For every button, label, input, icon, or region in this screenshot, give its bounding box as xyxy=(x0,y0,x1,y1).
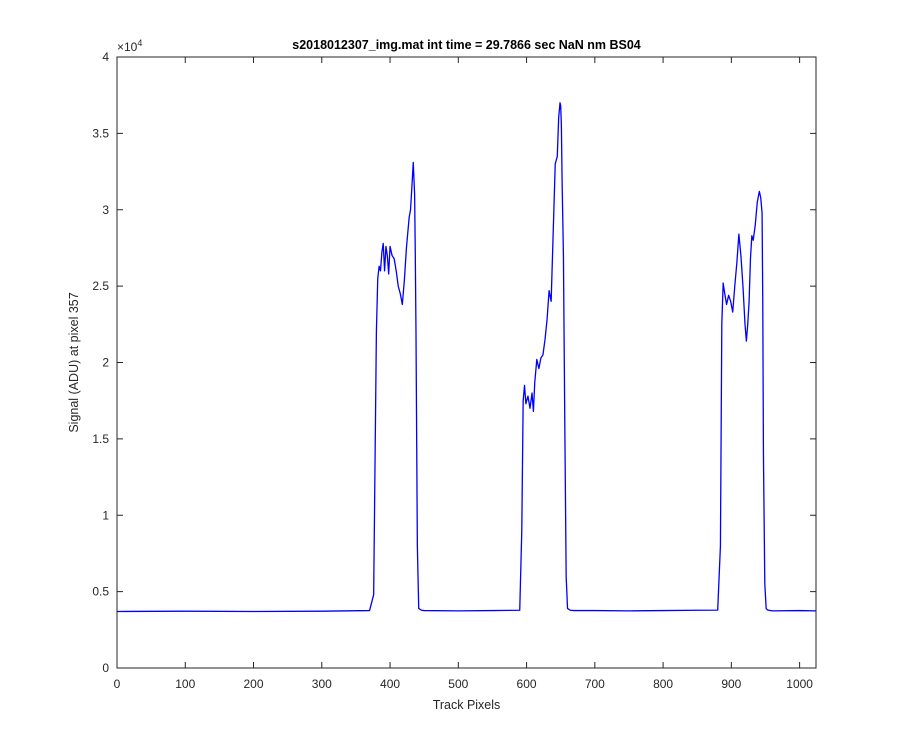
x-tick-label: 600 xyxy=(517,677,537,691)
y-tick-label: 0 xyxy=(102,661,109,675)
y-tick-label: 3.5 xyxy=(92,126,109,140)
x-tick-label: 1000 xyxy=(786,677,813,691)
chart-title: s2018012307_img.mat int time = 29.7866 s… xyxy=(292,38,641,52)
y-axis-label: Signal (ADU) at pixel 357 xyxy=(67,292,81,432)
y-tick-label: 0.5 xyxy=(92,585,109,599)
y-tick-label: 1 xyxy=(102,508,109,522)
y-axis-exponent: ×104 xyxy=(117,38,142,54)
x-tick-label: 900 xyxy=(721,677,741,691)
x-tick-label: 100 xyxy=(175,677,195,691)
y-tick-label: 3 xyxy=(102,203,109,217)
y-tick-label: 2 xyxy=(102,356,109,370)
x-tick-label: 200 xyxy=(244,677,264,691)
y-axis-exponent-power: 4 xyxy=(137,38,142,48)
series-line-0 xyxy=(116,102,817,613)
y-tick-label: 2.5 xyxy=(92,279,109,293)
y-axis-exponent-base: ×10 xyxy=(117,40,138,54)
plot-area xyxy=(117,57,816,668)
x-tick-label: 300 xyxy=(312,677,332,691)
x-tick-label: 400 xyxy=(380,677,400,691)
x-tick-label: 500 xyxy=(448,677,468,691)
y-tick-label: 1.5 xyxy=(92,432,109,446)
y-tick-label: 4 xyxy=(102,50,109,64)
x-tick-label: 800 xyxy=(653,677,673,691)
x-tick-label: 700 xyxy=(585,677,605,691)
x-tick-label: 0 xyxy=(114,677,121,691)
x-axis-label: Track Pixels xyxy=(433,698,501,712)
